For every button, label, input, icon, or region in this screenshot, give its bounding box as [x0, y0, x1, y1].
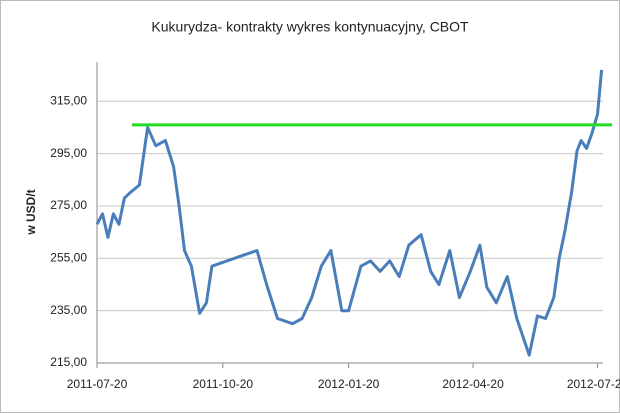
y-tick-label: 255,00	[50, 250, 87, 264]
y-axis-label: w USD/t	[24, 189, 38, 235]
data-line	[95, 69, 604, 357]
y-tick-label: 215,00	[50, 355, 87, 369]
y-tick-label: 235,00	[50, 303, 87, 317]
x-tick-label: 2012-04-20	[442, 377, 504, 391]
x-tick-label: 2011-07-20	[67, 377, 128, 391]
y-tick-label: 295,00	[50, 146, 87, 160]
y-tick-label: 275,00	[50, 198, 87, 212]
chart-title: Kukurydza- kontrakty wykres kontynuacyjn…	[151, 19, 469, 35]
y-tick-label: 315,00	[50, 93, 87, 107]
x-tick-label: 2012-01-20	[318, 377, 380, 391]
x-tick-label: 2012-07-20	[567, 377, 620, 391]
x-tick-label: 2011-10-20	[193, 377, 254, 391]
